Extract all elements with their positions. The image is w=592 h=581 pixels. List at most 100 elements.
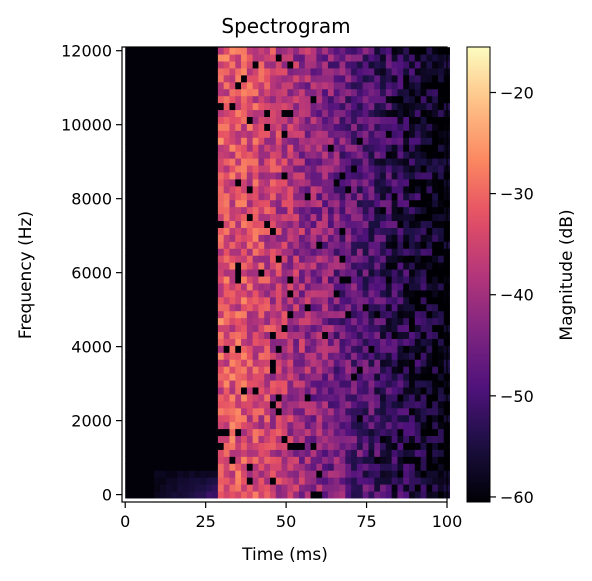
heatmap-cell (200, 310, 207, 319)
heatmap-cell (183, 227, 190, 235)
heatmap-cell (374, 394, 381, 402)
heatmap-cell (246, 442, 254, 450)
heatmap-cell (235, 345, 242, 353)
heatmap-cell (235, 199, 242, 208)
heatmap-cell (270, 130, 277, 138)
heatmap-cell (356, 116, 364, 124)
heatmap-cell (206, 477, 213, 485)
heatmap-cell (229, 109, 236, 117)
heatmap-cell (206, 449, 213, 457)
heatmap-cell (212, 442, 219, 450)
heatmap-cell (333, 317, 340, 326)
heatmap-cell (125, 116, 132, 124)
heatmap-cell (241, 387, 248, 395)
heatmap-cell (171, 172, 178, 180)
heatmap-cell (391, 366, 398, 374)
heatmap-cell (275, 47, 282, 55)
heatmap-cell (281, 88, 288, 97)
heatmap-cell (264, 456, 271, 464)
heatmap-cell (437, 123, 445, 131)
heatmap-cell (420, 484, 427, 492)
heatmap-cell (229, 88, 236, 97)
heatmap-cell (391, 421, 398, 430)
heatmap-cell (275, 158, 282, 166)
heatmap-cell (409, 380, 416, 388)
heatmap-cell (426, 359, 433, 367)
heatmap-cell (275, 407, 282, 416)
heatmap-cell (310, 317, 317, 326)
heatmap-cell (194, 310, 201, 319)
heatmap-cell (159, 68, 167, 76)
heatmap-cell (380, 88, 387, 97)
heatmap-cell (270, 338, 277, 346)
heatmap-cell (223, 54, 230, 62)
heatmap-cell (327, 470, 335, 478)
heatmap-cell (414, 54, 422, 62)
heatmap-cell (212, 463, 219, 471)
heatmap-cell (200, 144, 207, 152)
heatmap-cell (194, 213, 201, 222)
heatmap-cell (206, 61, 213, 69)
heatmap-cell (194, 227, 201, 235)
heatmap-cell (437, 477, 445, 485)
heatmap-cell (165, 414, 172, 423)
heatmap-cell (420, 172, 427, 180)
heatmap-cell (298, 359, 306, 367)
heatmap-cell (339, 185, 346, 194)
heatmap-cell (403, 234, 410, 242)
heatmap-cell (217, 47, 225, 55)
heatmap-cell (246, 220, 254, 228)
heatmap-cell (258, 185, 265, 194)
heatmap-cell (414, 47, 422, 55)
heatmap-cell (125, 206, 132, 215)
heatmap-cell (241, 373, 248, 381)
heatmap-cell (293, 331, 300, 339)
heatmap-cell (322, 484, 329, 492)
heatmap-cell (298, 400, 306, 409)
heatmap-cell (154, 324, 161, 333)
heatmap-cell (310, 352, 317, 360)
heatmap-cell (148, 227, 155, 235)
heatmap-cell (194, 158, 201, 166)
heatmap-cell (362, 116, 369, 124)
heatmap-cell (356, 331, 364, 339)
heatmap-cell (281, 137, 288, 145)
heatmap-cell (414, 477, 422, 485)
heatmap-cell (351, 380, 358, 388)
heatmap-cell (270, 227, 277, 235)
heatmap-cell (327, 331, 335, 339)
heatmap-cell (270, 359, 277, 367)
heatmap-cell (414, 414, 422, 423)
heatmap-cell (183, 172, 190, 180)
heatmap-cell (252, 380, 259, 388)
heatmap-cell (177, 331, 184, 339)
heatmap-cell (403, 463, 410, 471)
heatmap-cell (177, 387, 184, 395)
heatmap-cell (437, 234, 445, 242)
heatmap-cell (200, 449, 207, 457)
heatmap-cell (131, 345, 138, 353)
heatmap-cell (183, 289, 190, 298)
heatmap-cell (397, 463, 404, 471)
heatmap-cell (368, 137, 375, 145)
heatmap-cell (391, 435, 398, 443)
heatmap-cell (368, 248, 375, 256)
heatmap-cell (403, 213, 410, 222)
heatmap-cell (235, 123, 242, 131)
heatmap-cell (345, 74, 352, 83)
heatmap-cell (148, 463, 155, 471)
heatmap-cell (275, 283, 282, 291)
heatmap-cell (310, 116, 317, 124)
heatmap-cell (351, 130, 358, 138)
heatmap-cell (206, 387, 213, 395)
heatmap-cell (148, 331, 155, 339)
heatmap-cell (339, 137, 346, 145)
heatmap-cell (298, 206, 306, 215)
heatmap-cell (229, 366, 236, 374)
heatmap-cell (270, 206, 277, 215)
heatmap-cell (351, 387, 358, 395)
heatmap-cell (194, 484, 201, 492)
heatmap-cell (293, 407, 300, 416)
heatmap-cell (403, 172, 410, 180)
heatmap-cell (200, 68, 207, 76)
